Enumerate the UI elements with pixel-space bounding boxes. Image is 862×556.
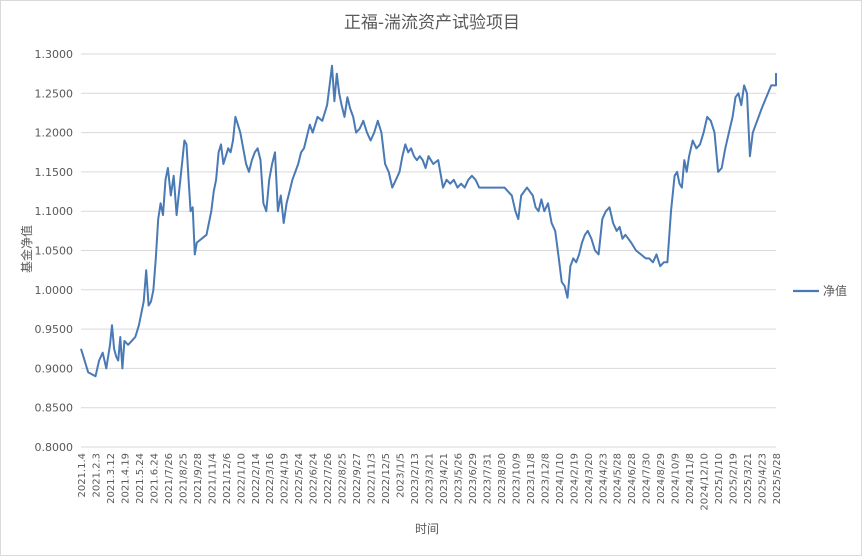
x-tick-label: 2024/8/29	[656, 453, 667, 504]
x-tick-label: 2024/4/23	[598, 453, 609, 504]
x-tick-label: 2022/5/24	[294, 453, 305, 504]
legend: 净值	[793, 283, 847, 298]
x-tick-label: 2023/6/29	[468, 453, 479, 504]
x-tick-label: 2022/8/25	[338, 453, 349, 504]
y-tick-label: 1.1500	[35, 166, 74, 179]
y-tick-label: 1.2000	[35, 127, 74, 140]
x-tick-label: 2025/3/21	[743, 453, 754, 504]
x-tick-label: 2021.1.4	[77, 453, 88, 498]
x-tick-label: 2023/2/13	[410, 453, 421, 504]
gridlines	[81, 53, 776, 448]
x-tick-label: 2022/1/10	[236, 453, 247, 504]
x-tick-label: 2025/1/10	[714, 453, 725, 504]
y-tick-label: 1.1000	[35, 205, 74, 218]
y-axis-ticks: 0.8000 0.8500 0.9000 0.9500 1.0000 1.0500 1.10…	[35, 48, 74, 454]
y-tick-label: 1.0500	[35, 245, 74, 258]
x-tick-label: 2024/12/10	[700, 453, 711, 511]
x-tick-label: 2023/3/21	[425, 453, 436, 504]
x-tick-label: 2024/10/9	[671, 453, 682, 504]
x-tick-label: 2022/9/27	[352, 453, 363, 504]
x-tick-label: 2022/12/5	[381, 453, 392, 504]
legend-label: 净值	[823, 283, 847, 298]
x-tick-label: 2021/8/25	[178, 453, 189, 504]
x-tick-label: 2022/7/26	[323, 453, 334, 504]
y-tick-label: 0.8000	[35, 441, 74, 454]
x-tick-label: 2025/5/28	[772, 453, 783, 504]
x-tick-label: 2022/3/16	[265, 453, 276, 504]
x-tick-label: 2022/6/24	[309, 453, 320, 504]
chart-title: 正福-湍流资产试验项目	[344, 13, 520, 33]
y-tick-label: 1.2500	[35, 87, 74, 100]
x-tick-label: 2024/2/19	[569, 453, 580, 504]
x-tick-label: 2023/4/21	[439, 453, 450, 504]
x-axis-label: 时间	[415, 522, 439, 536]
x-tick-label: 2023/12/8	[540, 453, 551, 504]
x-tick-label: 2021.2.3	[91, 453, 102, 498]
y-tick-label: 0.9500	[35, 323, 74, 336]
x-tick-label: 2021.4.19	[120, 453, 131, 504]
x-tick-label: 2025/4/23	[758, 453, 769, 504]
x-tick-label: 2024/11/8	[685, 453, 696, 504]
y-tick-label: 1.0000	[35, 284, 74, 297]
x-tick-label: 2021.5.24	[135, 453, 146, 504]
x-tick-label: 2022/2/14	[251, 453, 262, 504]
x-tick-label: 2023/11/8	[526, 453, 537, 504]
x-tick-label: 2023/1/5	[396, 453, 407, 498]
x-tick-label: 2021/11/4	[207, 453, 218, 504]
x-tick-label: 2024/1/10	[555, 453, 566, 504]
x-tick-label: 2024/6/28	[627, 453, 638, 504]
series-line-0	[80, 64, 777, 378]
y-tick-label: 0.9000	[35, 362, 74, 375]
x-tick-label: 2023/8/30	[497, 453, 508, 504]
x-tick-label: 2021/7/26	[164, 453, 175, 504]
x-tick-label: 2023/7/31	[482, 453, 493, 504]
x-tick-label: 2021.3.12	[106, 453, 117, 504]
x-tick-label: 2021.6.24	[149, 453, 160, 504]
x-tick-label: 2021/12/6	[222, 453, 233, 504]
series-layer	[80, 64, 777, 378]
x-tick-label: 2024/5/28	[613, 453, 624, 504]
x-tick-label: 2024/3/20	[584, 453, 595, 504]
x-tick-label: 2025/2/19	[729, 453, 740, 504]
y-axis-label: 基金净值	[19, 225, 34, 273]
x-tick-label: 2023/10/9	[511, 453, 522, 504]
x-axis-ticks: 2021.1.4 2021.2.3 2021.3.12 2021.4.19 2021.5…	[77, 453, 783, 511]
x-tick-label: 2021/9/28	[193, 453, 204, 504]
x-tick-label: 2023/5/26	[453, 453, 464, 504]
x-tick-label: 2024/7/30	[642, 453, 653, 504]
y-tick-label: 1.3000	[35, 48, 74, 61]
y-tick-label: 0.8500	[35, 402, 74, 415]
x-tick-label: 2022/4/19	[280, 453, 291, 504]
x-tick-label: 2022/11/3	[367, 453, 378, 504]
